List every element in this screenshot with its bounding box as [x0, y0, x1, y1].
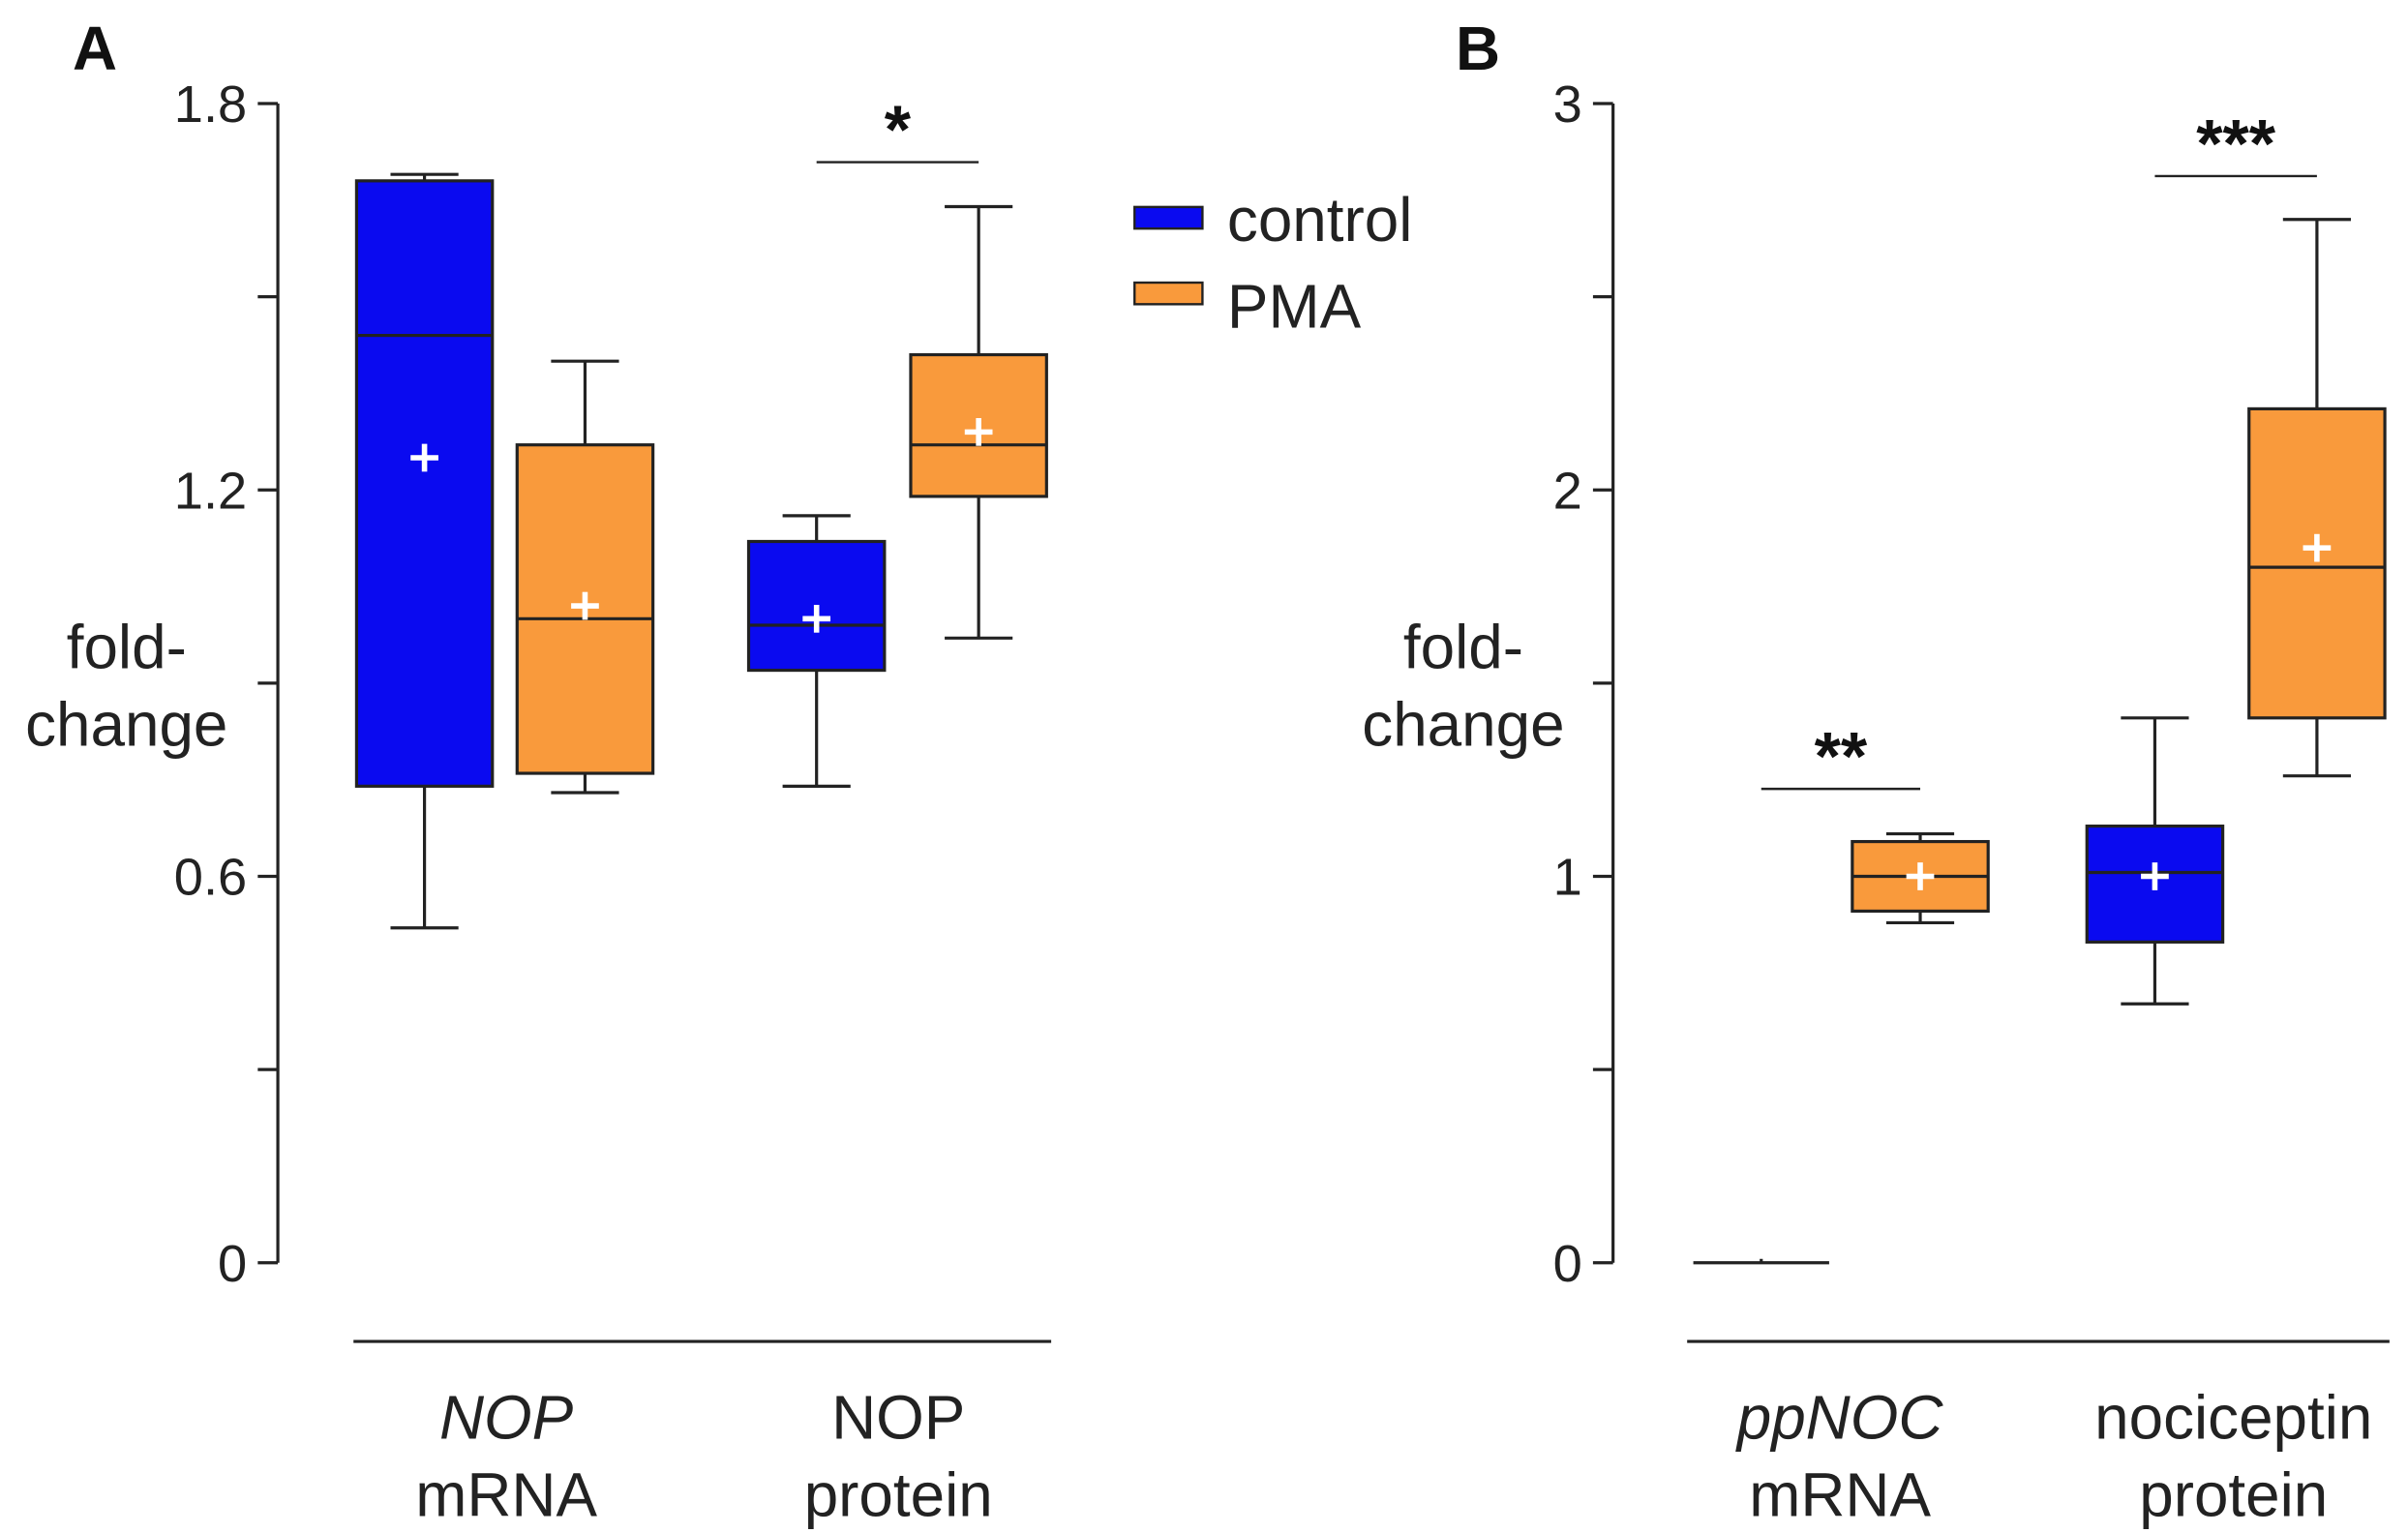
box-control-1 — [746, 514, 887, 788]
y-tick-label: 1.2 — [174, 462, 247, 520]
significance-label: * — [885, 91, 912, 167]
box-control-1 — [2085, 716, 2225, 1006]
box-iqr — [354, 179, 495, 788]
significance-label: ** — [1815, 718, 1868, 795]
box-pma-1 — [2247, 218, 2387, 778]
y-axis-label: fold- — [1403, 613, 1523, 682]
box-iqr — [2247, 406, 2387, 720]
x-category-label: protein — [804, 1459, 993, 1529]
x-category-label: protein — [2139, 1459, 2328, 1529]
x-category-label: mRNA — [415, 1459, 597, 1529]
y-axis-label: change — [25, 689, 227, 759]
y-tick-label: 0 — [1553, 1235, 1582, 1293]
x-category-label: ppNOC — [1735, 1383, 1944, 1453]
legend-label-pma: PMA — [1227, 271, 1362, 341]
panel-letter-a: A — [73, 14, 117, 83]
box-pma-0 — [515, 359, 655, 795]
y-tick-label: 0 — [218, 1235, 247, 1293]
box-iqr — [909, 352, 1048, 498]
x-category-label: mRNA — [1749, 1459, 1931, 1529]
box-control-0 — [354, 172, 495, 930]
y-tick-label: 0.6 — [174, 849, 247, 907]
legend-swatch-control — [1133, 205, 1204, 230]
x-category-label: nociceptin — [2094, 1383, 2372, 1453]
x-category-label: NOP — [831, 1383, 965, 1453]
significance-label: *** — [2196, 105, 2276, 181]
box-pma-0 — [1851, 831, 1990, 925]
y-tick-label: 1.8 — [174, 75, 247, 134]
y-axis-label: change — [1362, 689, 1564, 759]
panel-letter-b: B — [1456, 14, 1500, 83]
box-control-0 — [1693, 1258, 1829, 1265]
y-tick-label: 2 — [1553, 462, 1582, 520]
legend-swatch-pma — [1133, 281, 1204, 306]
legend: control PMA — [1133, 185, 1412, 341]
box-pma-1 — [909, 204, 1048, 640]
y-tick-label: 3 — [1553, 75, 1582, 134]
y-tick-label: 1 — [1553, 849, 1582, 907]
y-axis-label: fold- — [67, 613, 187, 682]
x-category-label: NOP — [439, 1383, 574, 1453]
legend-label-control: control — [1227, 185, 1412, 255]
